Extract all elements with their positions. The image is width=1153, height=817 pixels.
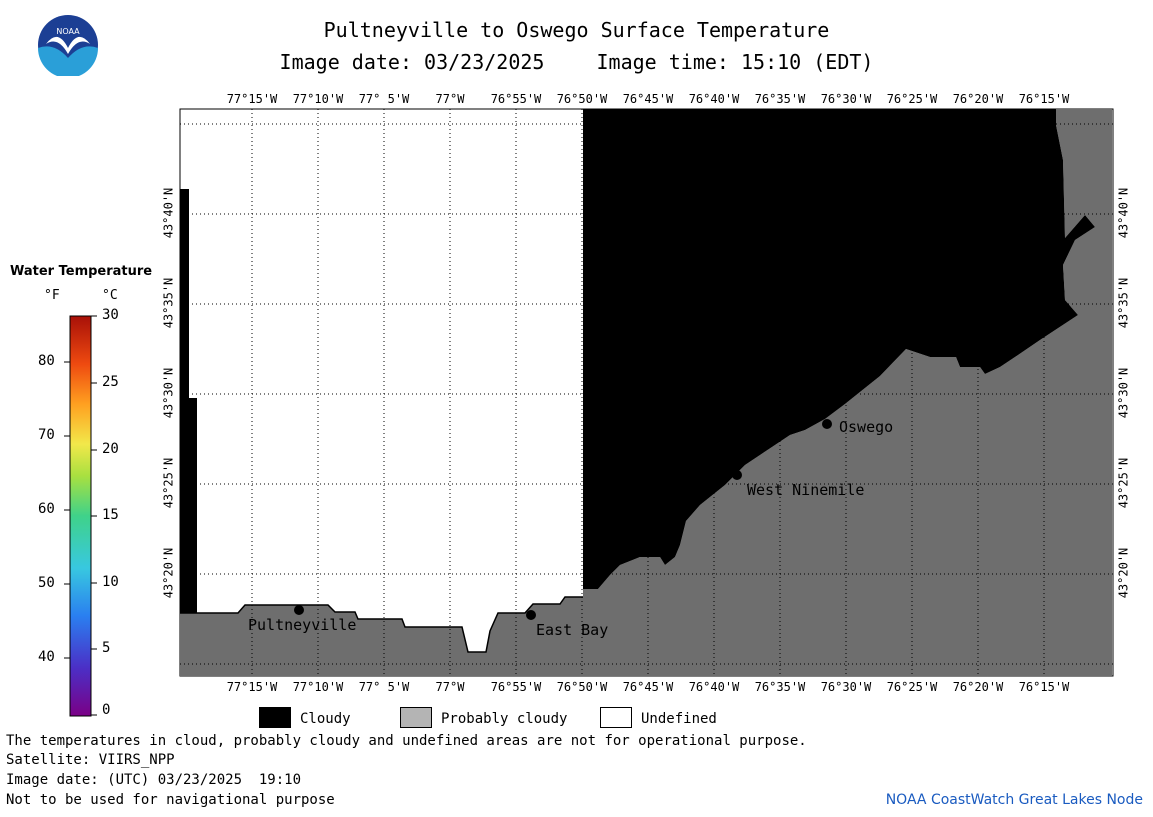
lat-label-left: 43°20'N bbox=[161, 547, 176, 599]
lat-label-left: 43°40'N bbox=[161, 187, 176, 239]
place-label-oswego: Oswego bbox=[839, 418, 894, 436]
legend-label: Undefined bbox=[641, 711, 717, 727]
lat-label-right: 43°35'N bbox=[1116, 277, 1131, 329]
colorbar-c-tick: 25 bbox=[102, 374, 119, 390]
lon-label-bottom: 77°15'W bbox=[226, 680, 278, 694]
lon-label-bottom: 76°45'W bbox=[622, 680, 674, 694]
lon-label-top: 77° 5'W bbox=[358, 92, 410, 106]
lon-label-top: 77°15'W bbox=[226, 92, 278, 106]
colorbar-f-tick: 40 bbox=[38, 649, 55, 665]
lat-label-right: 43°25'N bbox=[1116, 457, 1131, 509]
lon-label-bottom: 76°30'W bbox=[820, 680, 872, 694]
colorbar-f-tick: 50 bbox=[38, 575, 55, 591]
colorbar-c-tick: 30 bbox=[102, 307, 119, 323]
lon-label-bottom: 77° 5'W bbox=[358, 680, 410, 694]
colorbar-f-tick: 80 bbox=[38, 353, 55, 369]
image-time: Image time: 15:10 (EDT) bbox=[596, 50, 874, 74]
place-label-pultneyville: Pultneyville bbox=[248, 616, 357, 634]
lon-label-bottom: 76°40'W bbox=[688, 680, 740, 694]
lon-label-bottom: 76°55'W bbox=[490, 680, 542, 694]
lon-label-bottom: 76°20'W bbox=[952, 680, 1004, 694]
place-dot-west-ninemile bbox=[732, 470, 742, 480]
footer-satellite: Satellite: VIIRS_NPP bbox=[6, 752, 175, 768]
logo-text: NOAA bbox=[56, 27, 80, 36]
footer-disclaimer: The temperatures in cloud, probably clou… bbox=[6, 733, 807, 749]
lat-label-left: 43°25'N bbox=[161, 457, 176, 509]
colorbar-title: Water Temperature bbox=[10, 264, 153, 279]
legend-swatch-cloudy bbox=[259, 707, 291, 728]
cloudy-region bbox=[583, 109, 1095, 589]
place-label-east-bay: East Bay bbox=[536, 621, 609, 639]
place-dot-oswego bbox=[822, 419, 832, 429]
lat-label-right: 43°30'N bbox=[1116, 367, 1131, 419]
lon-label-top: 77°10'W bbox=[292, 92, 344, 106]
colorbar-c-tick: 5 bbox=[102, 640, 111, 656]
graticule bbox=[180, 109, 1113, 676]
lon-label-bottom: 76°50'W bbox=[556, 680, 608, 694]
lon-label-top: 76°35'W bbox=[754, 92, 806, 106]
colorbar-c-tick: 0 bbox=[102, 702, 111, 718]
image-date: Image date: 03/23/2025 bbox=[279, 50, 545, 74]
lon-label-top: 76°15'W bbox=[1018, 92, 1070, 106]
colorbar-c-tick: 15 bbox=[102, 507, 119, 523]
place-dot-east-bay bbox=[526, 610, 536, 620]
footer-utc-date: Image date: (UTC) 03/23/2025 19:10 bbox=[6, 772, 302, 788]
lon-label-bottom: 77°W bbox=[435, 680, 465, 694]
place-label-west-ninemile: West Ninemile bbox=[747, 481, 865, 499]
map-title: Pultneyville to Oswego Surface Temperatu… bbox=[323, 18, 830, 42]
legend-swatch-probably-cloudy bbox=[400, 707, 432, 728]
legend-label: Cloudy bbox=[300, 711, 351, 727]
lon-label-top: 77°W bbox=[435, 92, 465, 106]
colorbar-unit-f: °F bbox=[44, 288, 60, 303]
lat-label-right: 43°40'N bbox=[1116, 187, 1131, 239]
colorbar-c-tick: 10 bbox=[102, 574, 119, 590]
colorbar-f-tick: 70 bbox=[38, 427, 55, 443]
lon-label-bottom: 76°25'W bbox=[886, 680, 938, 694]
lon-label-top: 76°25'W bbox=[886, 92, 938, 106]
lat-label-left: 43°30'N bbox=[161, 367, 176, 419]
colorbar-unit-c: °C bbox=[102, 288, 118, 303]
legend-label: Probably cloudy bbox=[441, 711, 568, 727]
image-datetime: Image date: 03/23/2025 Image time: 15:10… bbox=[0, 50, 1153, 74]
footer-credit: NOAA CoastWatch Great Lakes Node bbox=[885, 792, 1143, 808]
lon-label-bottom: 76°15'W bbox=[1018, 680, 1070, 694]
cloudy-strip-left-2 bbox=[189, 398, 197, 613]
lon-label-top: 76°50'W bbox=[556, 92, 608, 106]
footer-navigation-note: Not to be used for navigational purpose bbox=[6, 792, 335, 808]
lon-label-top: 76°30'W bbox=[820, 92, 872, 106]
colorbar-f-tick: 60 bbox=[38, 501, 55, 517]
place-dot-pultneyville bbox=[294, 605, 304, 615]
noaa-logo: NOAA bbox=[38, 15, 98, 76]
lon-label-bottom: 76°35'W bbox=[754, 680, 806, 694]
lat-label-left: 43°35'N bbox=[161, 277, 176, 329]
probably-cloudy-region bbox=[180, 109, 1112, 676]
lon-label-top: 76°40'W bbox=[688, 92, 740, 106]
lon-label-top: 76°20'W bbox=[952, 92, 1004, 106]
colorbar bbox=[64, 315, 97, 717]
lon-label-top: 76°55'W bbox=[490, 92, 542, 106]
legend-swatch-undefined bbox=[600, 707, 632, 728]
lon-label-bottom: 77°10'W bbox=[292, 680, 344, 694]
lat-label-right: 43°20'N bbox=[1116, 547, 1131, 599]
cloudy-strip-left bbox=[180, 189, 189, 613]
colorbar-c-tick: 20 bbox=[102, 441, 119, 457]
lon-label-top: 76°45'W bbox=[622, 92, 674, 106]
